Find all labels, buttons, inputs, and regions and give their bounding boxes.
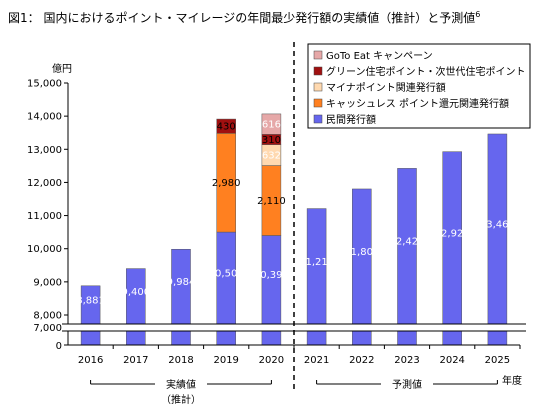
axis-break-band <box>62 324 526 331</box>
y-tick-label: 8,000 <box>33 311 62 322</box>
bar-value-label: 8,881 <box>76 295 105 306</box>
bar-value-label: 11,803 <box>344 247 379 258</box>
x-tick-label: 2020 <box>259 355 284 366</box>
x-tick-label: 2019 <box>213 355 238 366</box>
bar-value-label: 9,984 <box>167 277 196 288</box>
bar-segment <box>352 188 372 346</box>
bar-value-label: 10,502 <box>209 269 244 280</box>
legend-swatch <box>313 66 323 76</box>
bar-value-label: 616 <box>262 120 281 131</box>
bar-value-label: 430 <box>217 122 236 133</box>
x-axis-unit: 年度 <box>502 374 522 387</box>
group-label: 予測値 <box>392 378 422 391</box>
bar-segment <box>216 118 236 134</box>
y-tick-label: 14,000 <box>27 112 62 123</box>
bar-value-label: 632 <box>262 151 281 162</box>
x-tick-label: 2023 <box>394 355 419 366</box>
y-tick-label: 15,000 <box>27 79 62 90</box>
legend-swatch <box>313 82 323 92</box>
group-label: 実績値 <box>166 378 196 391</box>
bar-value-label: 2,980 <box>212 178 241 189</box>
legend-swatch <box>313 114 323 124</box>
x-tick-label: 2017 <box>123 355 148 366</box>
bar-segment <box>442 151 462 346</box>
y-tick-label: 13,000 <box>27 145 62 156</box>
x-tick-label: 2022 <box>349 355 374 366</box>
bar-value-label: 11,211 <box>299 257 334 268</box>
legend-label: キャッシュレス ポイント還元関連発行額 <box>326 97 509 110</box>
legend-swatch <box>313 50 323 60</box>
x-tick-label: 2016 <box>78 355 103 366</box>
bar-segment <box>261 113 282 135</box>
y-tick-label: 12,000 <box>27 178 62 189</box>
group-sublabel: （推計） <box>161 393 201 406</box>
y-tick-label: 11,000 <box>27 211 62 222</box>
legend-box <box>307 43 531 129</box>
bar-segment <box>487 133 508 346</box>
y-axis-unit: 億円 <box>52 62 72 75</box>
bar-value-label: 12,928 <box>435 228 470 239</box>
bar-segment <box>397 168 417 346</box>
bar-segment <box>126 268 146 346</box>
legend-label: マイナポイント関連発行額 <box>326 81 446 94</box>
bar-value-label: 310 <box>262 135 281 146</box>
bar-value-label: 2,110 <box>257 196 286 207</box>
y-tick-label: 9,000 <box>33 277 62 288</box>
y-tick-label: 10,000 <box>27 244 62 255</box>
bar-value-label: 13,462 <box>480 219 515 230</box>
x-tick-label: 2021 <box>304 355 329 366</box>
legend-swatch <box>313 98 323 108</box>
chart-title: 図1： 国内におけるポイント・マイレージの年間最少発行額の実績値（推計）と予測値… <box>8 10 480 25</box>
x-tick-label: 2024 <box>439 355 464 366</box>
bar-value-label: 9,400 <box>121 287 150 298</box>
bar-value-label: 10,399 <box>254 270 289 281</box>
y-tick-label: 0 <box>56 341 62 352</box>
bar-value-label: 12,424 <box>390 237 425 248</box>
y-tick-label: 7,000 <box>33 323 62 334</box>
legend-label: グリーン住宅ポイント・次世代住宅ポイント <box>326 65 526 78</box>
legend-label: 民間発行額 <box>326 113 376 126</box>
title-group: 図1： 国内におけるポイント・マイレージの年間最少発行額の実績値（推計）と予測値… <box>8 10 480 25</box>
legend-label: GoTo Eat キャンペーン <box>326 51 433 62</box>
x-tick-label: 2025 <box>485 355 510 366</box>
title-superscript: 6 <box>475 10 480 19</box>
x-tick-label: 2018 <box>168 355 193 366</box>
